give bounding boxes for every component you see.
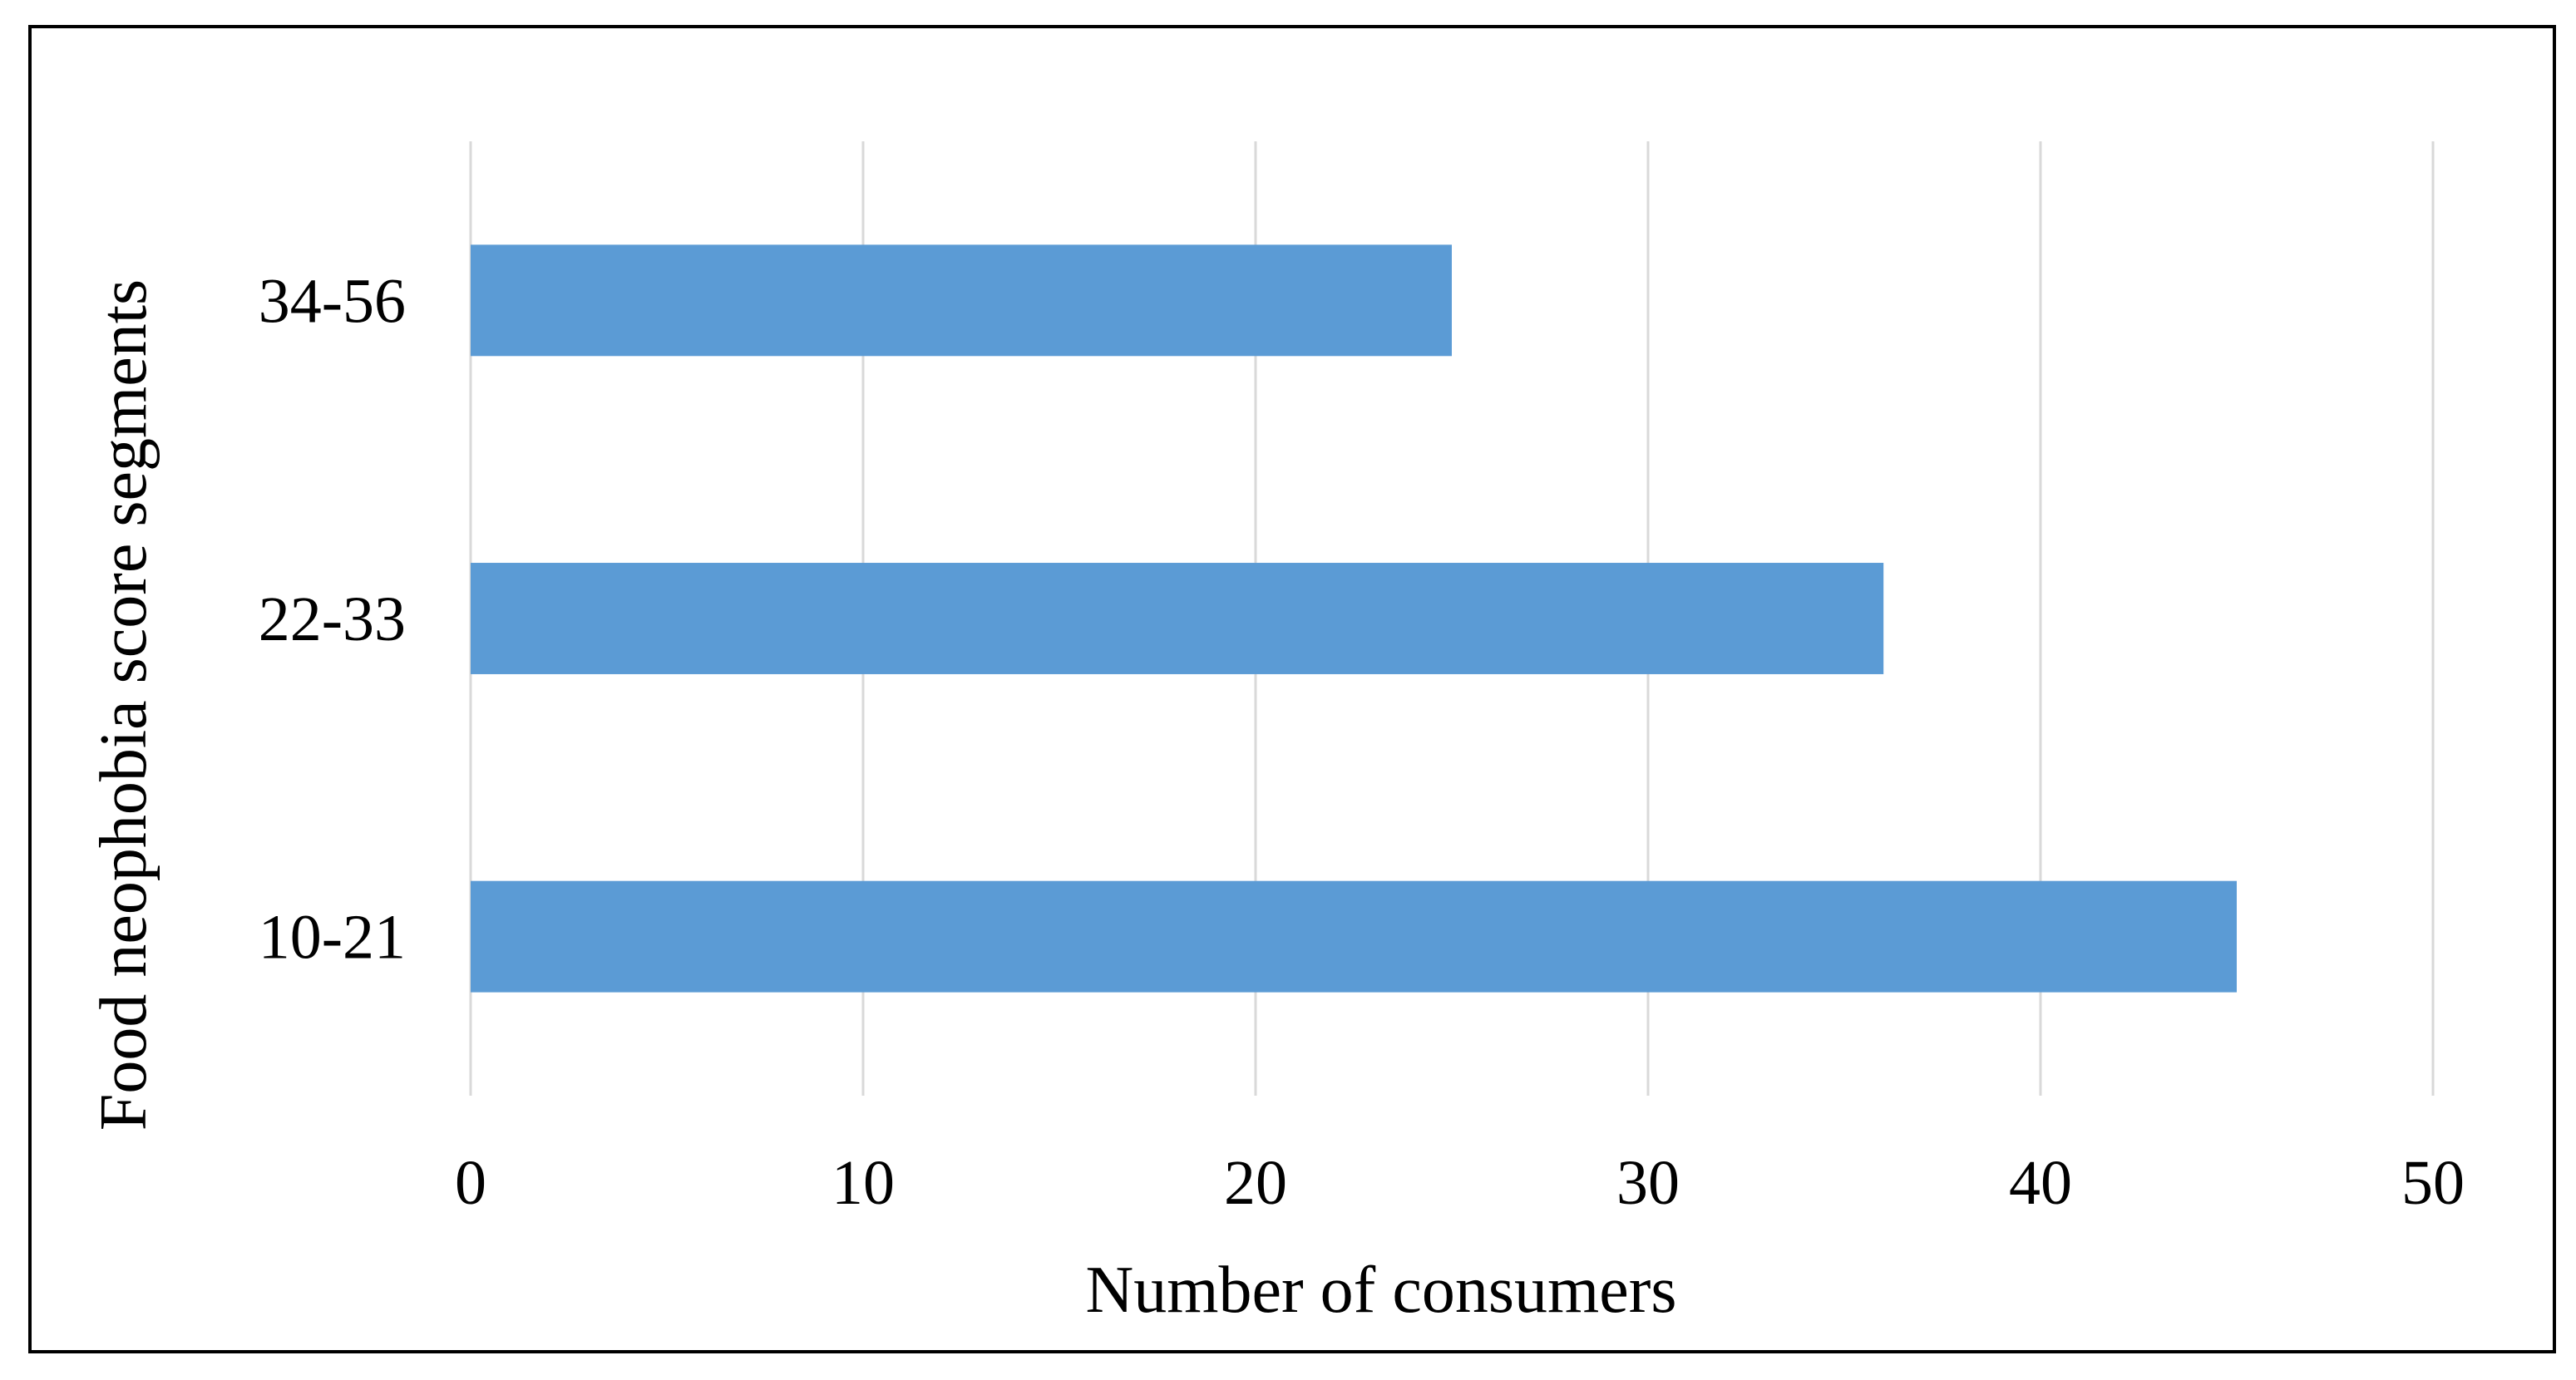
x-tick-label: 50 <box>2401 1148 2465 1218</box>
x-tick-label: 30 <box>1616 1148 1680 1218</box>
x-tick-labels: 0 10 20 30 40 50 <box>455 1148 2465 1218</box>
y-tick-label: 10-21 <box>259 903 406 973</box>
y-tick-label: 34-56 <box>259 266 406 336</box>
x-tick-label: 40 <box>2009 1148 2072 1218</box>
y-tick-label: 22-33 <box>259 584 406 654</box>
y-axis-title: Food neophobia score segments <box>87 279 160 1131</box>
x-tick-label: 20 <box>1224 1148 1287 1218</box>
y-tick-labels: 10-21 22-33 34-56 <box>259 266 406 972</box>
bars <box>471 244 2237 993</box>
x-tick-label: 0 <box>455 1148 486 1218</box>
x-tick-label: 10 <box>832 1148 895 1218</box>
bar-34-56 <box>471 244 1452 357</box>
bar-10-21 <box>471 880 2237 993</box>
bar-22-33 <box>471 563 1884 674</box>
x-axis-title: Number of consumers <box>1086 1254 1677 1327</box>
